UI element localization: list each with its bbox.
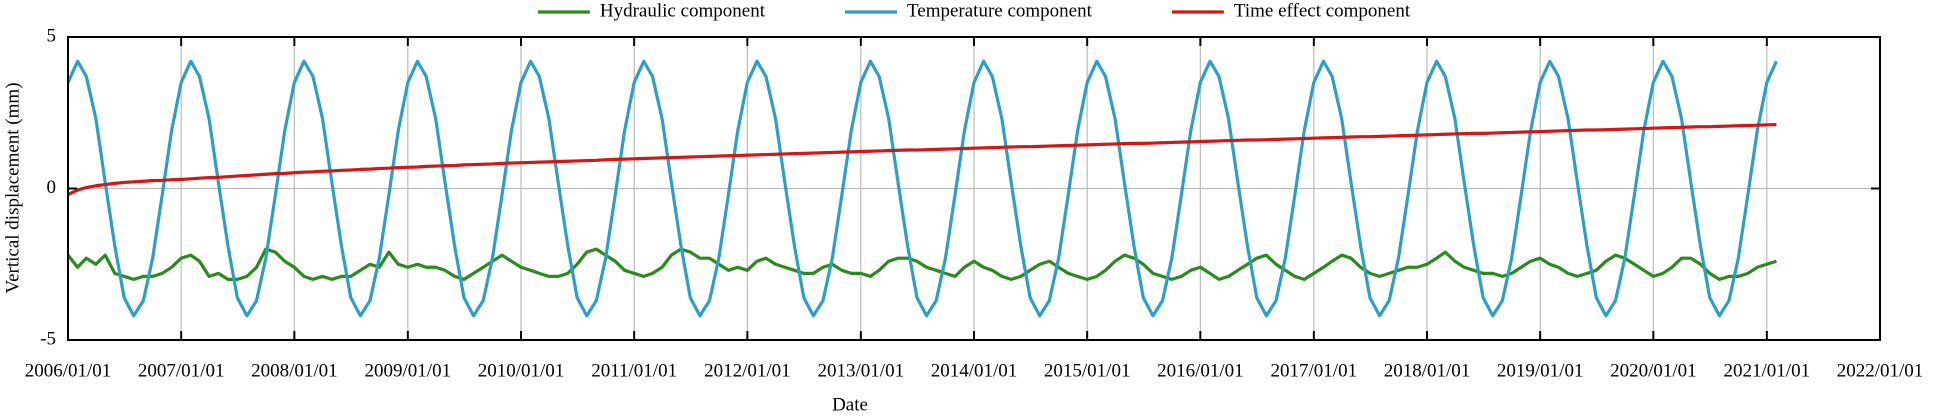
legend-label: Hydraulic component <box>600 0 766 21</box>
x-tick-label: 2015/01/01 <box>1044 360 1131 381</box>
legend-label: Time effect component <box>1234 0 1411 21</box>
x-tick-label: 2011/01/01 <box>591 360 677 381</box>
x-tick-label: 2013/01/01 <box>818 360 905 381</box>
x-tick-label: 2012/01/01 <box>704 360 791 381</box>
x-tick-label: 2020/01/01 <box>1610 360 1697 381</box>
x-tick-label: 2006/01/01 <box>25 360 112 381</box>
x-tick-label: 2009/01/01 <box>365 360 452 381</box>
x-tick-label: 2018/01/01 <box>1384 360 1471 381</box>
x-tick-label: 2007/01/01 <box>138 360 225 381</box>
x-axis-label: Date <box>832 394 868 415</box>
x-tick-label: 2019/01/01 <box>1497 360 1584 381</box>
x-tick-label: 2014/01/01 <box>931 360 1018 381</box>
x-tick-label: 2017/01/01 <box>1271 360 1358 381</box>
x-tick-label: 2010/01/01 <box>478 360 565 381</box>
x-tick-label: 2022/01/01 <box>1837 360 1924 381</box>
x-tick-label: 2008/01/01 <box>251 360 338 381</box>
legend-label: Temperature component <box>907 0 1093 21</box>
y-tick-label: -5 <box>40 328 56 349</box>
series-line <box>67 122 1777 197</box>
series-line <box>66 247 1777 281</box>
y-tick-label: 5 <box>47 25 57 46</box>
series-line <box>66 59 1778 318</box>
y-tick-label: 0 <box>47 177 57 198</box>
y-axis-label: Vertical displacement (mm) <box>2 82 23 293</box>
x-tick-label: 2016/01/01 <box>1157 360 1244 381</box>
x-tick-label: 2021/01/01 <box>1724 360 1811 381</box>
